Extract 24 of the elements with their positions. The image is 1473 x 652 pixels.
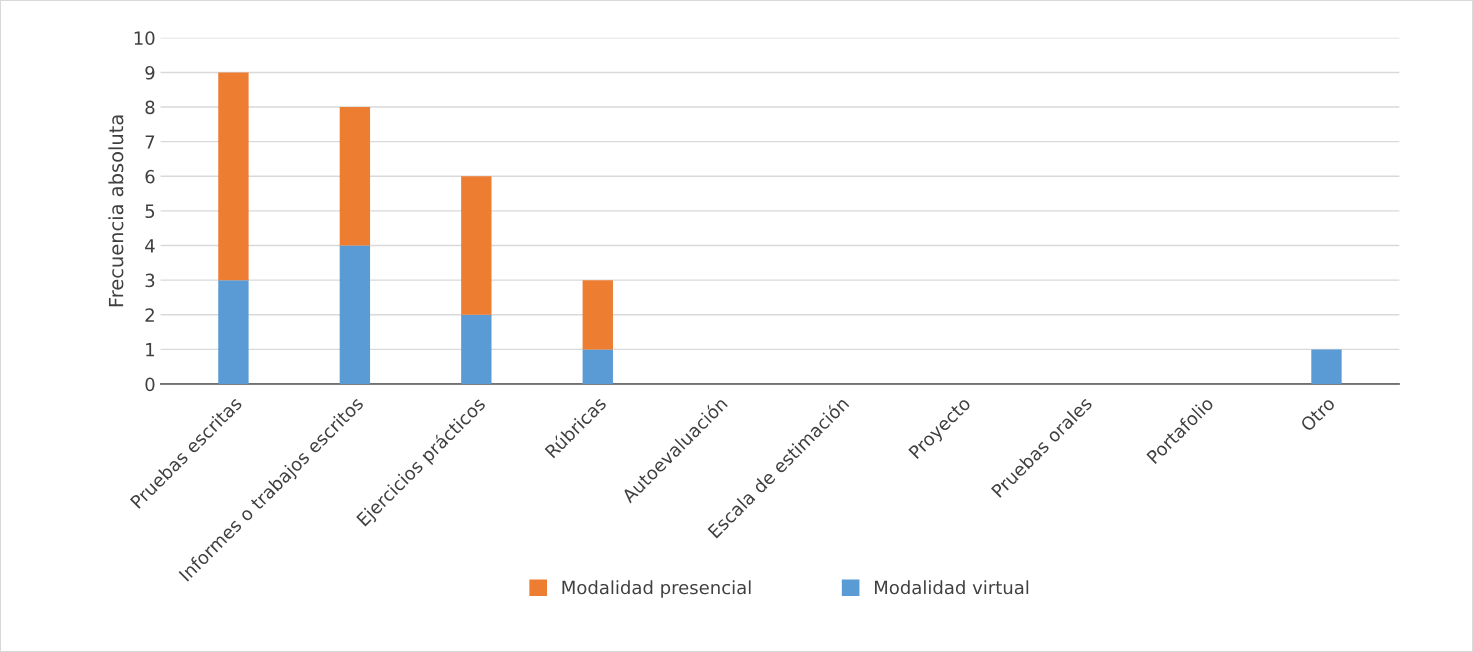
y-tick-label: 5	[145, 204, 155, 219]
bar	[461, 314, 492, 385]
bar	[339, 107, 371, 246]
bar	[339, 245, 371, 385]
y-tick-label: 0	[145, 377, 155, 392]
bar	[461, 176, 492, 315]
legend-label: Modalidad presencial	[562, 580, 751, 598]
y-tick-label: 8	[145, 100, 155, 115]
y-tick-label: 7	[145, 135, 155, 149]
y-tick-label: 9	[145, 65, 155, 80]
bar	[1311, 349, 1342, 385]
y-axis-title: Frecuencia absoluta	[108, 115, 124, 307]
bar	[582, 349, 613, 385]
y-tick-label: 1	[146, 343, 155, 357]
x-tick-label: Otro	[1299, 396, 1336, 433]
y-tick-label: 6	[145, 169, 155, 184]
y-tick-label: 3	[145, 273, 155, 288]
y-tick-label: 4	[145, 239, 155, 253]
bar	[582, 280, 613, 350]
y-tick-label: 10	[134, 31, 155, 45]
y-tick-label: 2	[145, 308, 154, 322]
legend-label: Modalidad virtual	[874, 580, 1029, 595]
bar	[218, 280, 249, 385]
bar	[218, 72, 249, 281]
